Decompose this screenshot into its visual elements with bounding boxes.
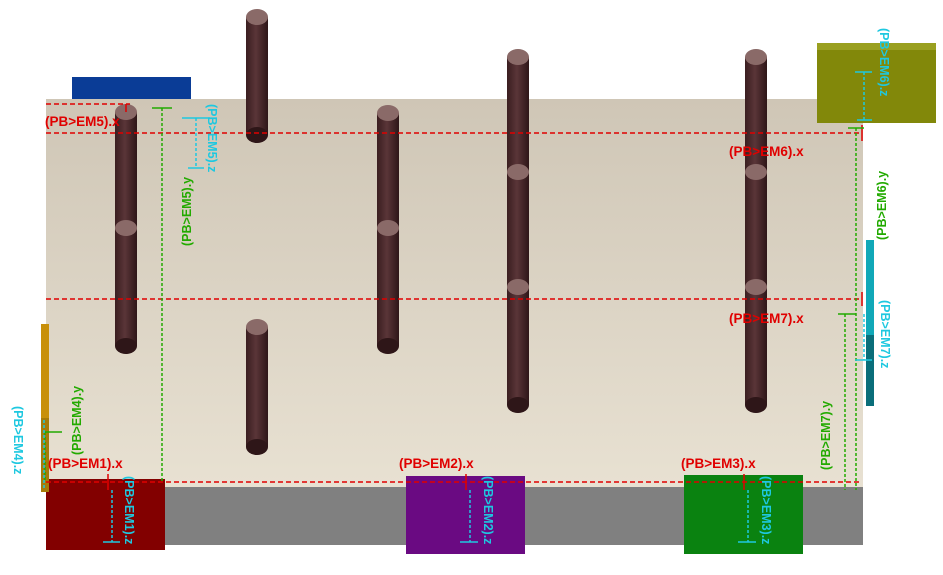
module-em1 (46, 479, 165, 550)
pin (377, 220, 399, 354)
label-em4-z: (PB>EM4).z (11, 406, 25, 474)
pin (745, 279, 767, 413)
label-em1-x: (PB>EM1).x (48, 456, 123, 471)
label-em6-y: (PB>EM6).y (875, 171, 889, 240)
label-em3-z: (PB>EM3).z (759, 476, 773, 544)
base-plate-top (46, 99, 863, 487)
label-em6-z: (PB>EM6).z (877, 28, 891, 96)
pin (745, 164, 767, 287)
pin (246, 9, 268, 143)
y-dimension-lines (44, 107, 864, 490)
label-em7-y: (PB>EM7).y (819, 401, 833, 470)
label-em7-x: (PB>EM7).x (729, 311, 804, 326)
label-em6-x: (PB>EM6).x (729, 144, 804, 159)
label-em5-x: (PB>EM5).x (45, 114, 120, 129)
module-em5 (72, 77, 191, 99)
x-dimension-lines (46, 103, 863, 490)
pins (115, 9, 767, 455)
pin (377, 105, 399, 228)
label-em7-z: (PB>EM7).z (878, 300, 892, 368)
pin (507, 279, 529, 413)
module-em6 (817, 43, 936, 123)
label-em3-x: (PB>EM3).x (681, 456, 756, 471)
pin (246, 319, 268, 455)
z-dimension-lines (43, 71, 872, 543)
pin (507, 164, 529, 287)
label-em5-y: (PB>EM5).y (180, 177, 194, 246)
label-em1-z: (PB>EM1).z (122, 476, 136, 544)
pin (507, 49, 529, 172)
module-em6-top (817, 43, 936, 50)
label-em2-z: (PB>EM2).z (481, 476, 495, 544)
label-em4-y: (PB>EM4).y (70, 386, 84, 455)
pin (745, 49, 767, 172)
module-em7 (866, 240, 874, 406)
pin (115, 220, 137, 354)
module-em7-edge (866, 335, 874, 406)
module-em4 (41, 324, 49, 492)
label-em5-z: (PB>EM5).z (205, 104, 219, 172)
label-em2-x: (PB>EM2).x (399, 456, 474, 471)
